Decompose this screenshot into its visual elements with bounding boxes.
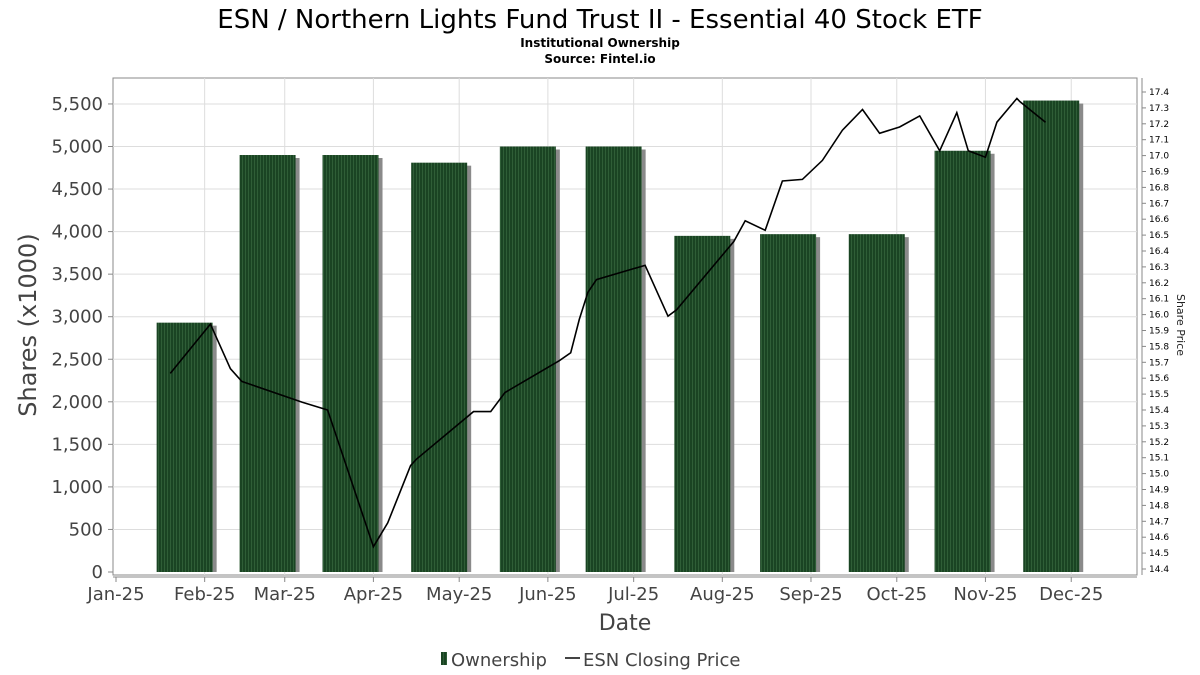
y2-tick-label: 15.6 — [1149, 374, 1169, 384]
y-tick-label: 4,000 — [51, 222, 103, 243]
y-axis-label: Shares (x1000) — [14, 233, 42, 416]
y-tick-label: 5,500 — [51, 94, 103, 115]
ownership-bar — [674, 235, 731, 573]
price-line — [169, 97, 1047, 549]
y-tick-label: 1,000 — [51, 477, 103, 498]
legend-ownership-label: Ownership — [451, 650, 547, 671]
y2-tick-label: 17.1 — [1149, 136, 1169, 146]
y2-tick-label: 14.7 — [1149, 517, 1169, 527]
y2-tick-label: 15.2 — [1149, 438, 1169, 448]
y2-tick-label: 16.4 — [1149, 247, 1169, 257]
y2-tick-label: 17.3 — [1149, 104, 1169, 114]
ownership-bar — [322, 155, 379, 572]
x-tick-label: Nov-25 — [953, 584, 1017, 605]
y-tick-label: 2,000 — [51, 392, 103, 413]
ownership-bar — [848, 234, 905, 572]
x-tick-label: Jun-25 — [518, 584, 577, 605]
y2-tick-label: 15.5 — [1149, 390, 1169, 400]
y-tick-label: 0 — [92, 562, 103, 583]
chart-source: Source: Fintel.io — [544, 52, 655, 66]
y2-tick-label: 16.9 — [1149, 168, 1169, 178]
x-tick-label: Oct-25 — [867, 584, 928, 605]
chart-title: ESN / Northern Lights Fund Trust II - Es… — [217, 5, 982, 35]
y2-tick-label: 16.0 — [1149, 311, 1169, 321]
ownership-bar — [411, 162, 468, 572]
y2-tick-label: 14.4 — [1149, 565, 1169, 575]
x-tick-label: Jul-25 — [607, 584, 659, 605]
y2-tick-label: 14.8 — [1149, 501, 1169, 511]
legend-price-label: ESN Closing Price — [583, 650, 740, 671]
x-tick-label: Apr-25 — [344, 584, 403, 605]
y-tick-label: 2,500 — [51, 349, 103, 370]
x-tick-label: Feb-25 — [174, 584, 235, 605]
ownership-bar — [934, 150, 991, 572]
y2-tick-label: 16.2 — [1149, 279, 1169, 289]
y2-tick-label: 15.4 — [1149, 406, 1169, 416]
y2-tick-label: 15.8 — [1149, 342, 1169, 352]
y2-tick-label: 15.1 — [1149, 454, 1169, 464]
y2-tick-label: 15.0 — [1149, 470, 1169, 480]
x-tick-label: Aug-25 — [690, 584, 755, 605]
y2-tick-label: 14.9 — [1149, 486, 1169, 496]
ownership-bar — [239, 155, 296, 572]
y2-tick-label: 14.5 — [1149, 549, 1169, 559]
x-tick-label: Mar-25 — [254, 584, 316, 605]
ownership-bar — [585, 146, 642, 572]
x-tick-label: Dec-25 — [1039, 584, 1103, 605]
ownership-bar — [760, 234, 817, 572]
y2-tick-label: 16.7 — [1149, 199, 1169, 209]
ownership-bar — [156, 322, 213, 572]
y-tick-label: 500 — [69, 519, 103, 540]
y2-tick-label: 17.4 — [1149, 88, 1169, 98]
ownership-bar — [1023, 100, 1080, 573]
chart-subtitle: Institutional Ownership — [520, 36, 680, 50]
legend: Ownership ESN Closing Price — [441, 650, 740, 671]
y2-tick-label: 14.6 — [1149, 533, 1169, 543]
y2-tick-label: 16.3 — [1149, 263, 1169, 273]
ownership-bar — [499, 146, 556, 572]
y2-tick-label: 15.7 — [1149, 358, 1169, 368]
y2-tick-label: 17.2 — [1149, 120, 1169, 130]
x-tick-label: May-25 — [426, 584, 492, 605]
x-axis-label: Date — [599, 611, 652, 636]
y2-tick-label: 15.9 — [1149, 327, 1169, 337]
legend-ownership-swatch — [441, 652, 447, 665]
y-tick-label: 4,500 — [51, 179, 103, 200]
y2-tick-label: 17.0 — [1149, 152, 1169, 162]
y2-tick-label: 16.5 — [1149, 231, 1169, 241]
y-tick-label: 3,500 — [51, 264, 103, 285]
x-tick-label: Sep-25 — [779, 584, 842, 605]
y2-tick-label: 16.6 — [1149, 215, 1169, 225]
y2-tick-label: 16.1 — [1149, 295, 1169, 305]
y-tick-label: 3,000 — [51, 307, 103, 328]
y2-tick-label: 15.3 — [1149, 422, 1169, 432]
y-tick-label: 1,500 — [51, 434, 103, 455]
x-tick-label: Jan-25 — [86, 584, 144, 605]
y2-tick-label: 16.8 — [1149, 183, 1169, 193]
y2-axis-label: Share Price — [1174, 294, 1187, 356]
y-tick-label: 5,000 — [51, 137, 103, 158]
